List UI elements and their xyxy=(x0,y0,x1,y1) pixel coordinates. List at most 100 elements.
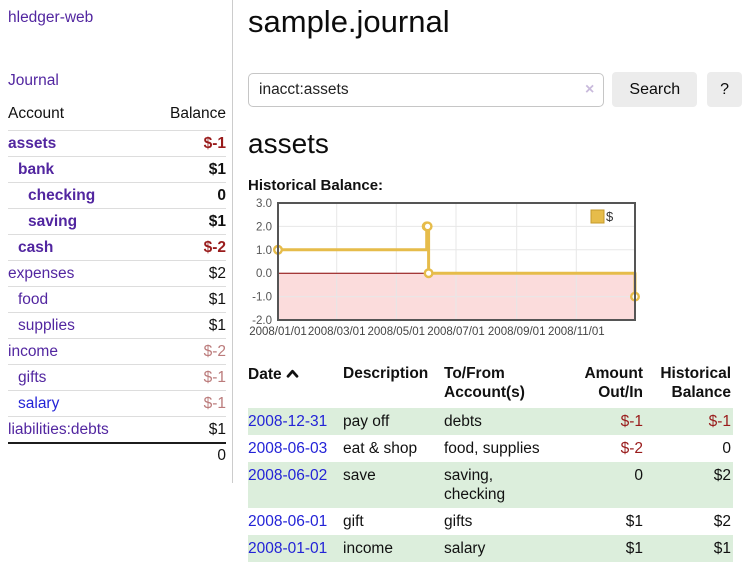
account-link-gifts[interactable]: gifts xyxy=(18,369,47,386)
chart-title: Historical Balance: xyxy=(248,177,384,194)
svg-text:2008/05/01: 2008/05/01 xyxy=(368,326,426,338)
transaction-description: eat & shop xyxy=(343,440,418,457)
account-link-cash[interactable]: cash xyxy=(18,239,54,256)
historical-balance-chart: $3.0 2.0 1.0 0.0 -1.0 -2.0 2008/01/01 2008/03/0… xyxy=(248,198,742,341)
transaction-accounts: saving, checking xyxy=(444,467,506,503)
account-row: supplies $1 xyxy=(8,312,226,339)
account-balance: $1 xyxy=(208,161,226,178)
accounts-header-account: Account xyxy=(8,105,65,122)
accounts-table: Account Balance assets $-1 bank $1 checkin… xyxy=(8,103,226,469)
svg-text:3.0: 3.0 xyxy=(256,198,272,210)
transaction-description: pay off xyxy=(343,413,390,430)
transaction-row: 2008-06-02 save saving, checking 0 $2 xyxy=(248,462,733,508)
transaction-date-link[interactable]: 2008-06-02 xyxy=(248,467,328,484)
transaction-balance: $2 xyxy=(713,513,731,530)
svg-text:2008/09/01: 2008/09/01 xyxy=(488,326,546,338)
svg-text:2008/07/01: 2008/07/01 xyxy=(427,326,485,338)
transaction-balance: $1 xyxy=(713,540,731,557)
transaction-row: 2008-12-31 pay off debts $-1 $-1 xyxy=(248,408,733,435)
account-balance: $1 xyxy=(208,421,226,438)
search-field-wrap: × xyxy=(248,72,605,107)
transaction-amount: $-1 xyxy=(620,413,643,430)
svg-text:2008/11/01: 2008/11/01 xyxy=(548,326,605,338)
search-button[interactable]: Search xyxy=(612,72,698,107)
transaction-amount: $1 xyxy=(625,513,643,530)
search-input[interactable] xyxy=(248,72,605,107)
account-row: gifts $-1 xyxy=(8,364,226,391)
page-title: sample.journal xyxy=(248,4,450,39)
svg-text:0.0: 0.0 xyxy=(256,268,272,280)
transaction-amount: $-2 xyxy=(620,440,643,457)
accounts-header-balance: Balance xyxy=(169,105,226,122)
help-button[interactable]: ? xyxy=(707,72,742,107)
account-row: food $1 xyxy=(8,286,226,313)
search-bar: × Search ? xyxy=(248,72,742,107)
transaction-row: 2008-06-03 eat & shop food, supplies $-2… xyxy=(248,435,733,462)
dollar-legend-swatch xyxy=(590,209,605,224)
account-row: income $-2 xyxy=(8,338,226,365)
account-balance: $-2 xyxy=(203,343,226,360)
account-row: checking 0 xyxy=(8,182,226,209)
transaction-accounts: salary xyxy=(444,540,486,557)
account-balance: $1 xyxy=(208,213,226,230)
clear-search-icon[interactable]: × xyxy=(585,80,595,98)
account-row: bank $1 xyxy=(8,156,226,183)
account-balance: 0 xyxy=(217,187,226,204)
sidebar: hledger-web Journal Account Balance asse… xyxy=(0,0,233,483)
accounts-total-value: 0 xyxy=(217,447,226,464)
svg-text:-1.0: -1.0 xyxy=(252,292,272,304)
svg-text:2.0: 2.0 xyxy=(256,221,272,233)
account-link-supplies[interactable]: supplies xyxy=(18,317,75,334)
account-balance: $2 xyxy=(208,265,226,282)
brand-link[interactable]: hledger-web xyxy=(8,9,94,26)
account-balance: $-1 xyxy=(203,369,226,386)
account-link-expenses[interactable]: expenses xyxy=(8,265,75,282)
account-balance: $1 xyxy=(208,291,226,308)
account-link-income[interactable]: income xyxy=(8,343,58,360)
register-table: Date Description To/From Account(s) Amou… xyxy=(248,362,733,562)
account-row: saving $1 xyxy=(8,208,226,235)
account-row: assets $-1 xyxy=(8,130,226,157)
transaction-date-link[interactable]: 2008-12-31 xyxy=(248,413,328,430)
account-link-salary[interactable]: salary xyxy=(18,395,60,412)
transaction-date-link[interactable]: 2008-01-01 xyxy=(248,540,328,557)
chart-legend: $ xyxy=(590,209,614,224)
register-header-row: Date Description To/From Account(s) Amou… xyxy=(248,362,733,408)
main-content: sample.journal × Search ? assets Histori… xyxy=(248,0,742,562)
transaction-accounts: gifts xyxy=(444,513,473,530)
svg-text:2008/03/01: 2008/03/01 xyxy=(308,326,366,338)
transaction-date-link[interactable]: 2008-06-03 xyxy=(248,440,328,457)
account-link-checking[interactable]: checking xyxy=(28,187,96,204)
transaction-row: 2008-01-01 income salary $1 $1 xyxy=(248,535,733,562)
account-link-saving[interactable]: saving xyxy=(28,213,78,230)
register-header-date[interactable]: Date xyxy=(248,362,343,408)
transaction-row: 2008-06-01 gift gifts $1 $2 xyxy=(248,508,733,535)
transaction-accounts: debts xyxy=(444,413,482,430)
transaction-accounts: food, supplies xyxy=(444,440,540,457)
account-balance: $1 xyxy=(208,317,226,334)
svg-text:1.0: 1.0 xyxy=(256,245,272,257)
register-header-description: Description xyxy=(343,365,429,382)
register-header-amount: Amount Out/In xyxy=(584,365,643,401)
account-link-food[interactable]: food xyxy=(18,291,49,308)
transaction-description: gift xyxy=(343,513,364,530)
transaction-description: income xyxy=(343,540,393,557)
account-heading: assets xyxy=(248,128,329,159)
svg-text:-2.0: -2.0 xyxy=(252,315,272,327)
account-row: salary $-1 xyxy=(8,390,226,417)
account-link-liabilities-debts[interactable]: liabilities:debts xyxy=(8,421,109,438)
account-link-assets[interactable]: assets xyxy=(8,135,57,152)
account-row: cash $-2 xyxy=(8,234,226,261)
svg-text:$: $ xyxy=(606,209,614,224)
account-balance: $-1 xyxy=(203,135,226,152)
transaction-date-link[interactable]: 2008-06-01 xyxy=(248,513,328,530)
transaction-amount: 0 xyxy=(634,467,643,484)
account-link-bank[interactable]: bank xyxy=(18,161,55,178)
transaction-balance: 0 xyxy=(722,440,731,457)
transaction-amount: $1 xyxy=(625,540,643,557)
sort-ascending-icon xyxy=(286,364,299,383)
account-row: expenses $2 xyxy=(8,260,226,287)
register-header-balance: Historical Balance xyxy=(660,365,731,401)
transaction-description: save xyxy=(343,467,376,484)
nav-journal-link[interactable]: Journal xyxy=(8,72,59,89)
